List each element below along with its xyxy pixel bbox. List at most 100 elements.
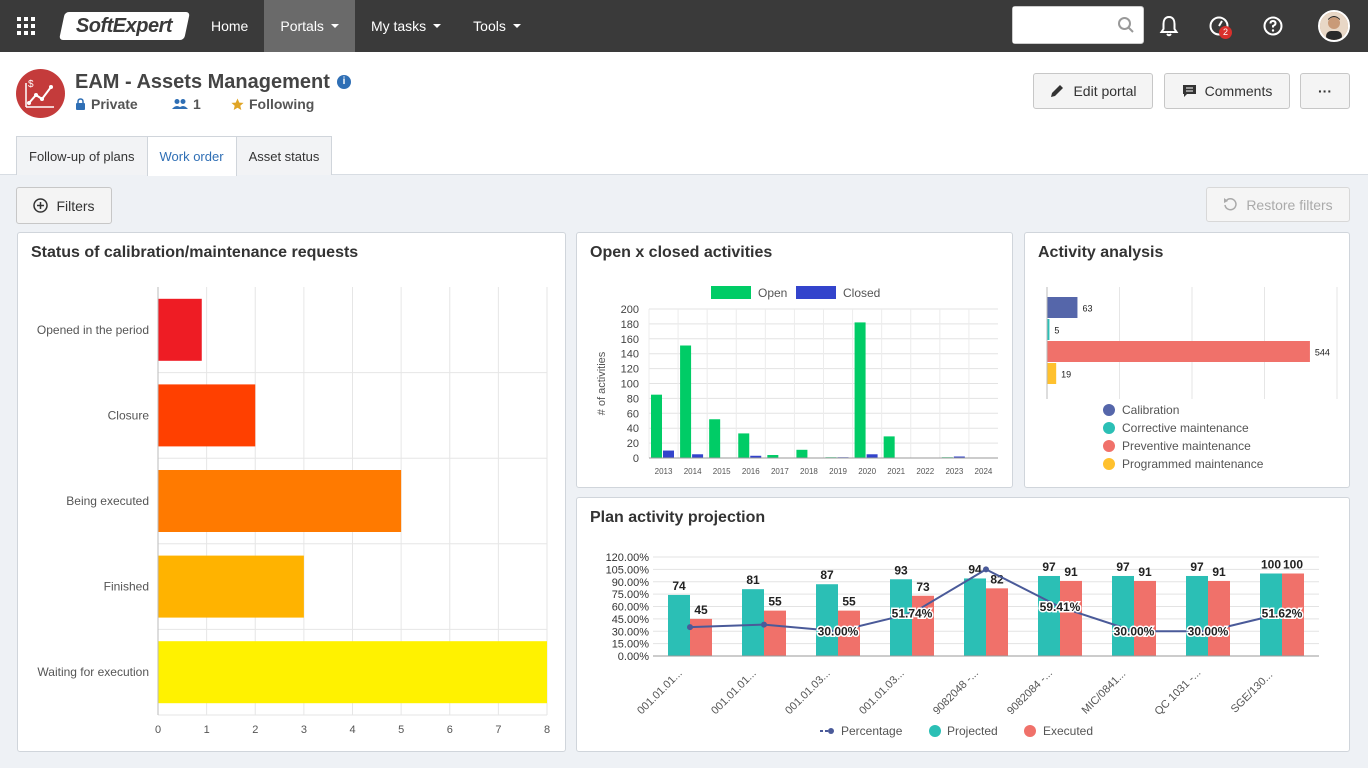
y-tick-label: 30.00%: [612, 626, 650, 638]
legend-swatch: [711, 286, 751, 299]
chevron-down-icon: [330, 24, 339, 28]
data-label: 97: [1042, 560, 1056, 574]
data-label: 55: [768, 595, 782, 609]
edit-portal-button[interactable]: Edit portal: [1033, 73, 1153, 109]
y-tick-label: 75.00%: [612, 589, 650, 601]
comment-icon: [1182, 85, 1196, 97]
legend-swatch: [796, 286, 836, 299]
bar-open: [651, 394, 662, 458]
bar-open: [796, 449, 808, 458]
percentage-point: [909, 610, 915, 617]
portal-header: $ EAM - Assets Management i Private 1 Fo…: [0, 52, 1368, 176]
tab-label: Follow-up of plans: [29, 148, 135, 164]
legend-label: Corrective maintenance: [1122, 421, 1249, 435]
data-label: 94: [968, 562, 982, 576]
star-icon: [231, 98, 244, 110]
filters-button[interactable]: Filters: [16, 187, 112, 224]
restore-filters-button[interactable]: Restore filters: [1206, 187, 1350, 222]
x-tick-label: 001.01.03...: [783, 667, 833, 717]
comments-button[interactable]: Comments: [1164, 73, 1290, 109]
tab-follow-up-of-plans[interactable]: Follow-up of plans: [16, 136, 148, 175]
privacy-status: Private: [75, 96, 138, 112]
bar: [158, 470, 402, 532]
legend-marker: [1103, 458, 1115, 470]
nav-my-tasks[interactable]: My tasks: [355, 0, 457, 52]
y-tick-label: 20: [627, 438, 639, 450]
legend-label: Programmed maintenance: [1122, 457, 1264, 471]
nav-home-label: Home: [211, 18, 249, 34]
bar-open: [680, 345, 692, 458]
more-options-label: ···: [1318, 83, 1332, 99]
x-tick-label: 2020: [858, 467, 876, 476]
y-tick-label: 200: [621, 304, 639, 316]
bar: [1047, 363, 1057, 384]
data-label: 91: [1212, 565, 1226, 579]
data-label: 97: [1116, 560, 1130, 574]
data-label: 91: [1064, 565, 1078, 579]
bar-open: [738, 433, 750, 458]
x-tick-label: 2013: [655, 467, 673, 476]
user-avatar[interactable]: [1318, 10, 1350, 42]
x-tick-label: MIC/0841...: [1080, 668, 1129, 717]
y-tick-label: 60: [627, 408, 639, 420]
members-count[interactable]: 1: [172, 96, 201, 112]
y-axis-label: # of activities: [596, 351, 608, 415]
nav-home[interactable]: Home: [195, 0, 264, 52]
bar-closed: [750, 455, 762, 458]
bar: [1047, 297, 1078, 318]
x-tick-label: 2018: [800, 467, 818, 476]
panel-title: Activity analysis: [1038, 244, 1164, 261]
notification-badge: 2: [1219, 26, 1232, 39]
apps-grid-icon[interactable]: [0, 0, 52, 52]
search-input[interactable]: [1013, 7, 1113, 43]
percentage-label: 30.00%: [818, 624, 859, 638]
search-icon[interactable]: [1117, 16, 1135, 34]
x-tick-label: 1: [204, 724, 210, 736]
bar-projected: [816, 584, 838, 656]
status-requests-panel: Status of calibration/maintenance reques…: [17, 232, 566, 752]
tab-asset-status[interactable]: Asset status: [235, 136, 333, 175]
x-tick-label: 2017: [771, 467, 789, 476]
nav-portals[interactable]: Portals: [264, 0, 355, 52]
percentage-label: 59.41%: [1040, 600, 1081, 614]
more-options-button[interactable]: ···: [1300, 73, 1350, 109]
users-icon: [172, 99, 188, 109]
activity-analysis-chart: 63 Calibration 5 Corrective maintenance 544 P…: [1046, 287, 1338, 471]
bar-projected: [890, 579, 912, 656]
percentage-point: [761, 621, 767, 628]
softexpert-logo[interactable]: SoftExpert: [59, 12, 190, 40]
bell-icon[interactable]: [1156, 13, 1182, 39]
nav-my-tasks-label: My tasks: [370, 18, 427, 34]
following-status[interactable]: Following: [231, 96, 314, 112]
x-tick-label: 2019: [829, 467, 847, 476]
info-icon[interactable]: i: [337, 75, 351, 89]
y-tick-label: 45.00%: [612, 614, 650, 626]
svg-text:$: $: [28, 79, 34, 90]
legend-label: Calibration: [1122, 403, 1179, 417]
y-tick-label: 40: [627, 423, 639, 435]
y-tick-label: 140: [621, 349, 639, 361]
y-tick-label: 0: [633, 453, 639, 465]
chevron-down-icon: [433, 24, 442, 28]
bar: [158, 555, 304, 618]
bar-open: [883, 436, 895, 458]
data-label: 5: [1054, 326, 1059, 336]
panel-title: Plan activity projection: [590, 509, 766, 526]
following-label: Following: [249, 96, 315, 112]
bar: [158, 298, 202, 361]
x-tick-label: 9082084 -...: [1005, 667, 1055, 717]
y-tick-label: 100: [621, 379, 639, 391]
nav-tools[interactable]: Tools: [457, 0, 537, 52]
privacy-label: Private: [91, 96, 138, 112]
help-icon[interactable]: [1260, 13, 1286, 39]
portal-chart-icon: $: [16, 69, 65, 118]
bar-projected: [1112, 575, 1134, 656]
bar-open: [767, 455, 779, 458]
percentage-point: [983, 566, 989, 573]
legend-label: Closed: [843, 286, 880, 300]
tab-label: Asset status: [248, 148, 320, 164]
bar: [158, 641, 547, 704]
tab-work-order[interactable]: Work order: [146, 136, 237, 176]
percentage-point: [1279, 610, 1285, 617]
legend-marker: [1103, 440, 1115, 452]
